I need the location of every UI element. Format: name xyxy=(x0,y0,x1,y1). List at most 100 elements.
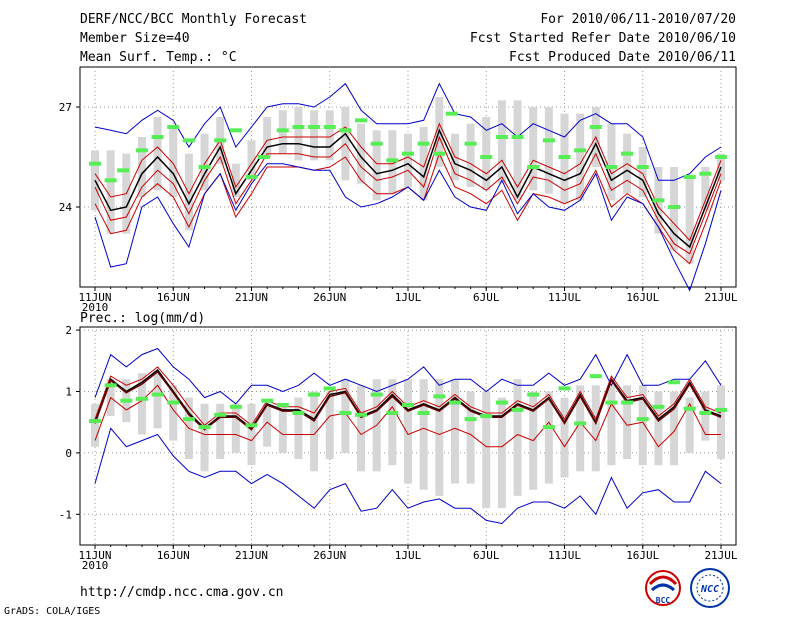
forecast-marker xyxy=(120,398,133,403)
spread-box xyxy=(137,373,146,435)
year-label: 2010 xyxy=(82,559,109,572)
forecast-marker xyxy=(355,412,368,417)
forecast-marker xyxy=(323,386,336,391)
spread-box xyxy=(91,403,99,447)
spread-box xyxy=(404,133,412,187)
spread-box xyxy=(247,403,256,466)
forecast-period: For 2010/06/11-2010/07/20 xyxy=(540,12,736,27)
spread-box xyxy=(294,107,303,161)
forecast-marker xyxy=(151,392,164,397)
forecast-marker xyxy=(542,138,555,143)
spread-box xyxy=(200,133,209,191)
forecast-marker xyxy=(448,400,461,405)
x-tick-label: 11JUN xyxy=(78,549,111,562)
series-lower xyxy=(94,135,722,255)
spread-box xyxy=(560,397,569,478)
forecast-marker xyxy=(417,410,430,415)
forecast-marker xyxy=(104,383,117,388)
spread-box xyxy=(419,127,428,201)
forecast-marker xyxy=(276,402,289,407)
forecast-marker xyxy=(292,410,305,415)
spread-box xyxy=(388,379,397,466)
spread-box xyxy=(607,385,616,466)
spread-box xyxy=(544,107,553,194)
forecast-marker xyxy=(386,158,399,163)
forecast-marker xyxy=(214,138,227,143)
footer-url[interactable]: http://cmdp.ncc.cma.gov.cn xyxy=(80,585,284,600)
spread-box xyxy=(310,110,319,161)
variable-label: Mean Surf. Temp.: °C xyxy=(80,50,237,65)
spread-box xyxy=(591,385,600,472)
spread-box xyxy=(638,385,647,466)
forecast-marker xyxy=(292,125,305,129)
forecast-marker xyxy=(370,392,383,397)
series-min xyxy=(94,163,722,292)
forecast-marker xyxy=(433,394,446,399)
forecast-marker xyxy=(480,155,493,159)
x-tick-label: 1JUL xyxy=(395,549,422,562)
forecast-marker xyxy=(370,141,383,146)
forecast-marker xyxy=(198,165,211,169)
forecast-marker xyxy=(495,400,508,405)
spread-box xyxy=(482,117,491,191)
series-upper xyxy=(94,122,722,242)
spread-box xyxy=(513,100,522,201)
spread-box xyxy=(685,397,694,453)
forecast-marker xyxy=(402,151,414,156)
spread-box xyxy=(717,385,725,460)
forecast-marker xyxy=(104,178,117,183)
spread-box xyxy=(513,379,522,496)
y-tick-label: -1 xyxy=(59,508,72,521)
spread-box xyxy=(231,403,240,453)
forecast-marker xyxy=(433,151,446,156)
x-tick-label: 21JUL xyxy=(704,549,737,562)
spread-box xyxy=(670,391,679,466)
forecast-marker xyxy=(683,406,696,411)
series-max xyxy=(94,347,722,405)
precip-label: Prec.: log(mm/d) xyxy=(80,311,205,326)
forecast-marker xyxy=(182,417,195,422)
forecast-marker xyxy=(445,111,458,116)
forecast-marker xyxy=(636,417,649,422)
forecast-marker xyxy=(167,400,180,405)
spread-box xyxy=(404,379,412,484)
forecast-marker xyxy=(605,400,618,405)
x-tick-label: 11JUN xyxy=(78,291,111,304)
spread-box xyxy=(607,123,616,201)
forecast-marker xyxy=(574,148,587,153)
forecast-marker xyxy=(261,398,274,403)
spread-box xyxy=(231,163,240,197)
spread-box xyxy=(466,391,475,484)
spread-box xyxy=(263,117,272,157)
x-tick-label: 16JUL xyxy=(626,549,659,562)
x-tick-label: 1JUL xyxy=(395,291,422,304)
forecast-marker xyxy=(464,141,477,146)
series-mean xyxy=(94,368,722,430)
spread-box xyxy=(450,379,459,484)
spread-box xyxy=(169,385,178,441)
forecast-marker xyxy=(402,402,414,407)
forecast-marker xyxy=(135,148,148,153)
forecast-marker xyxy=(589,374,602,379)
spread-box xyxy=(325,391,334,460)
series-mean_dark xyxy=(94,370,722,431)
forecast-marker xyxy=(135,396,148,401)
ncc-logo-text: NCC xyxy=(700,584,719,595)
spread-box xyxy=(576,113,585,201)
spread-box xyxy=(701,167,710,211)
forecast-marker xyxy=(558,155,571,159)
forecast-marker xyxy=(511,135,524,139)
spread-box xyxy=(529,107,538,191)
forecast-marker xyxy=(636,165,649,169)
forecast-marker xyxy=(480,414,493,419)
forecast-marker xyxy=(668,380,681,385)
forecast-marker xyxy=(652,404,665,409)
forecast-marker xyxy=(182,138,195,143)
spread-box xyxy=(701,391,710,441)
forecast-marker xyxy=(258,155,271,159)
chart-title: DERF/NCC/BCC Monthly Forecast xyxy=(80,12,307,27)
spread-box xyxy=(654,391,663,466)
spread-box xyxy=(357,385,366,472)
spread-box xyxy=(153,117,162,191)
